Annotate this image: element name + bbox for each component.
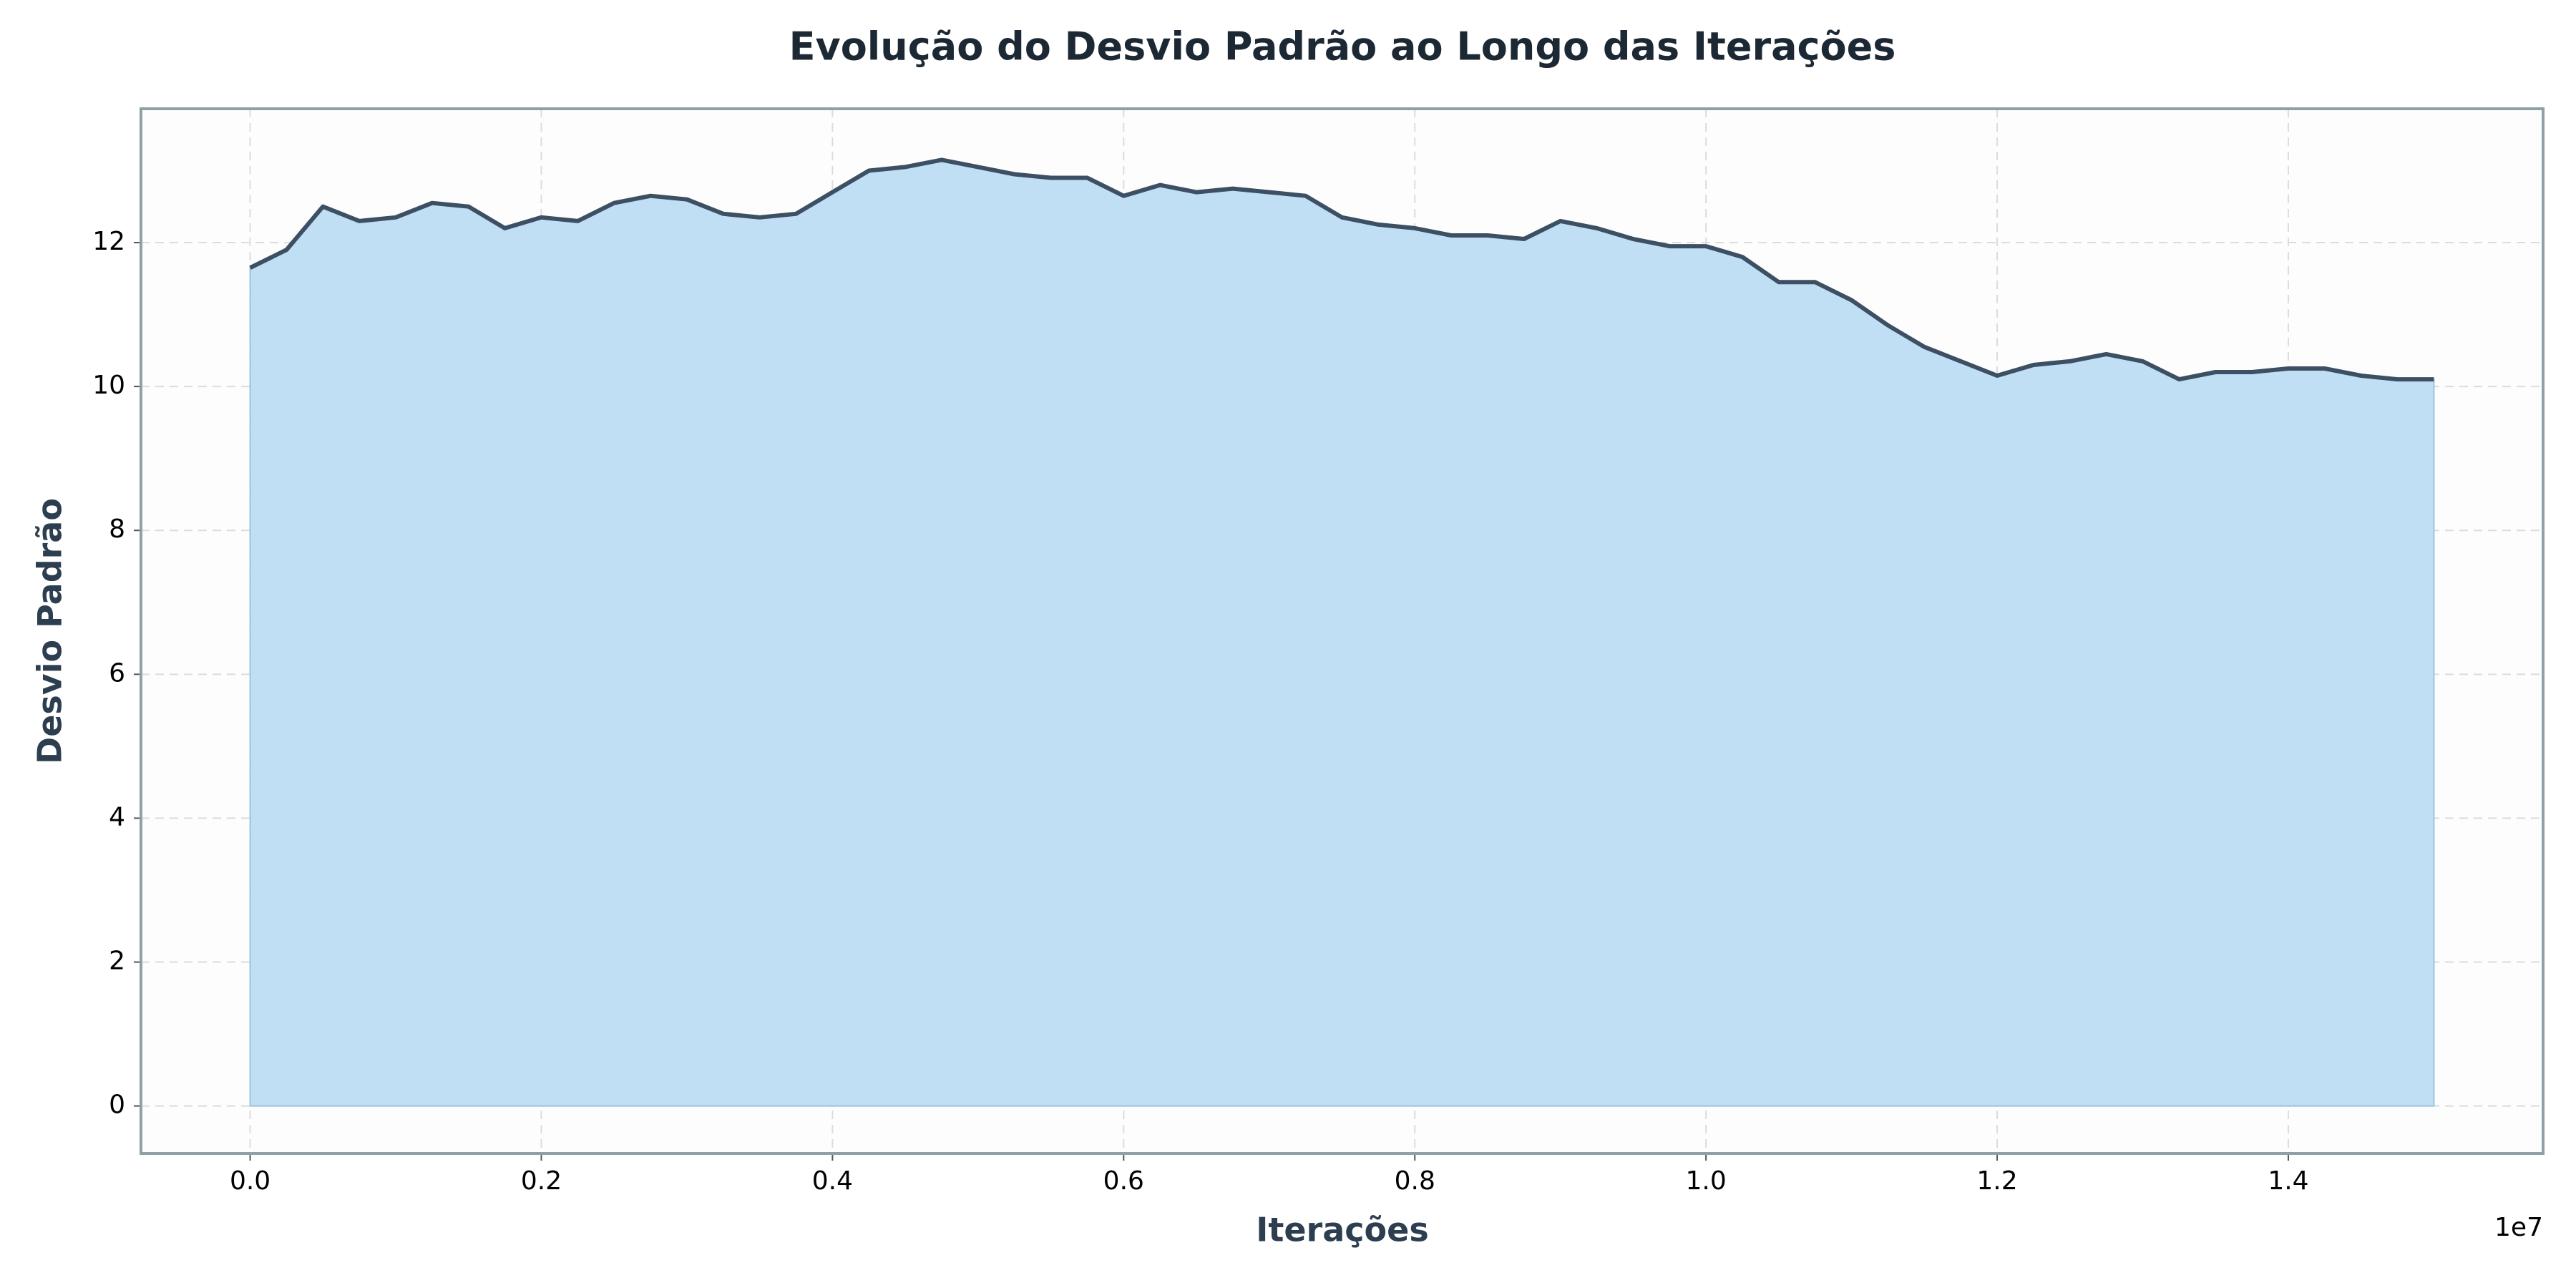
- y-tick-label: 8: [109, 514, 125, 544]
- y-axis-label: Desvio Padrão: [31, 498, 69, 764]
- x-tick-label: 0.8: [1395, 1166, 1435, 1196]
- y-tick-label: 12: [92, 227, 125, 256]
- x-tick-label: 1.0: [1686, 1166, 1727, 1196]
- x-tick-label: 0.4: [812, 1166, 853, 1196]
- y-tick-label: 0: [109, 1091, 125, 1120]
- x-tick-label: 0.0: [230, 1166, 270, 1196]
- x-offset-label: 1e7: [2494, 1213, 2543, 1242]
- y-tick-label: 2: [109, 947, 125, 976]
- x-tick-label: 1.4: [2268, 1166, 2308, 1196]
- chart-title: Evolução do Desvio Padrão ao Longo das I…: [789, 24, 1896, 69]
- x-tick-label: 0.2: [521, 1166, 562, 1196]
- x-tick-label: 0.6: [1103, 1166, 1144, 1196]
- y-tick-label: 10: [92, 371, 125, 400]
- plot-frame: [140, 107, 2545, 1155]
- x-tick-label: 1.2: [1976, 1166, 2017, 1196]
- y-tick-label: 6: [109, 658, 125, 688]
- x-axis-label: Iterações: [1256, 1211, 1428, 1249]
- line: [249, 157, 2434, 382]
- y-tick-label: 4: [109, 802, 125, 831]
